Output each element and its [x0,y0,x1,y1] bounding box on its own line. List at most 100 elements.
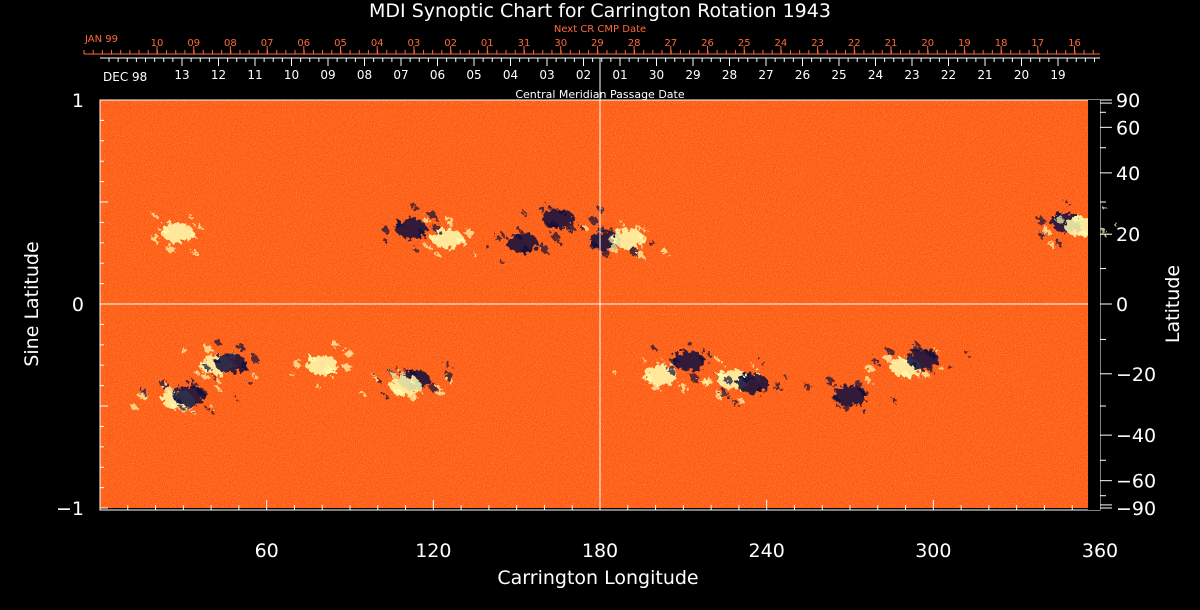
next-cr-date-label: 05 [334,38,347,49]
cmp-date-label: 20 [1014,68,1029,82]
region-speckle [375,377,380,382]
region-speckle [783,374,788,379]
region-speckle [384,394,389,399]
region-speckle [392,387,401,396]
region-speckle [400,371,405,376]
region-speckle [253,375,258,380]
region-core [834,385,866,406]
cmp-date-label: 07 [393,68,408,82]
region-core [611,228,644,249]
region-speckle [432,224,441,233]
y-right-tick-label: −60 [1116,471,1156,493]
region-speckle [151,212,156,217]
next-cr-date-label: 19 [958,38,971,49]
region-speckle [444,361,451,368]
region-speckle [197,388,206,397]
region-speckle [396,368,401,373]
region-speckle [707,352,712,357]
cmp-date-label: 21 [977,68,992,82]
region-speckle [608,227,613,232]
cmp-month-label: DEC 98 [103,70,147,84]
region-speckle [679,384,688,393]
next-cr-date-label: 29 [591,38,604,49]
cmp-date-label: 30 [649,68,664,82]
region-core [736,373,769,394]
region-speckle [408,376,415,383]
next-cr-date-label: 09 [187,38,200,49]
next-cr-date-label: 03 [408,38,421,49]
active-region-negative [651,342,723,382]
region-speckle [688,342,693,347]
region-speckle [704,378,713,387]
region-speckle [613,370,618,375]
region-speckle [547,205,552,210]
y-right-tick-label: 60 [1116,117,1140,139]
region-speckle [457,237,466,246]
region-speckle [750,363,755,368]
y-axis-left: 1 0 −1 [56,90,108,520]
x-tick-label: 240 [749,540,785,562]
region-speckle [629,247,638,256]
region-speckle [1037,217,1046,226]
y-right-tick-label: −90 [1116,498,1156,520]
region-speckle [634,224,641,231]
region-speckle [689,373,698,382]
cmp-date-label: 28 [722,68,737,82]
region-speckle [732,400,739,407]
region-speckle [600,248,609,257]
region-speckle [865,364,874,373]
region-speckle [495,235,502,242]
region-speckle [216,387,221,392]
region-speckle [485,244,490,249]
region-speckle [187,404,194,411]
cmp-date-label: 02 [576,68,591,82]
cmp-date-label: 24 [868,68,883,82]
next-cr-date-label: 18 [995,38,1008,49]
region-speckle [205,366,212,373]
region-speckle [939,366,944,371]
cmp-date-label: 05 [466,68,481,82]
region-speckle [865,377,872,384]
region-speckle [922,371,929,378]
region-speckle [639,233,646,240]
next-cr-date-label: 16 [1068,38,1081,49]
region-speckle [773,386,778,391]
region-speckle [188,214,193,219]
region-speckle [343,363,352,372]
region-speckle [203,344,212,353]
region-speckle [902,371,909,378]
next-cr-date-label: 20 [921,38,934,49]
region-speckle [315,384,320,389]
cmp-date-label: 09 [320,68,335,82]
region-speckle [597,206,604,213]
region-speckle [1100,228,1107,235]
region-speckle [203,363,208,368]
y-left-tick-label: 1 [72,90,84,112]
region-speckle [610,244,619,253]
next-cr-date-label: 22 [848,38,861,49]
region-speckle [179,405,184,410]
region-speckle [1055,215,1064,224]
region-speckle [372,375,377,380]
region-speckle [140,388,147,395]
next-cr-date-label: 06 [297,38,310,49]
right-axis-strip [1088,100,1100,510]
region-speckle [566,224,575,233]
region-speckle [500,260,505,265]
region-speckle [643,227,648,232]
region-speckle [719,389,728,398]
region-speckle [179,347,186,354]
cmp-date-label: 29 [685,68,700,82]
region-speckle [1076,215,1085,224]
region-speckle [201,372,208,379]
region-speckle [873,358,880,365]
y-axis-right: 90 60 40 20 0 −20 −40 −60 −90 [1088,90,1156,520]
active-region-negative [719,360,788,407]
next-cr-date-label: 25 [738,38,751,49]
next-cr-date-label: 04 [371,38,384,49]
region-speckle [913,343,922,352]
region-speckle [296,359,301,364]
region-speckle [248,380,253,385]
region-speckle [212,376,217,381]
region-speckle [191,249,198,256]
